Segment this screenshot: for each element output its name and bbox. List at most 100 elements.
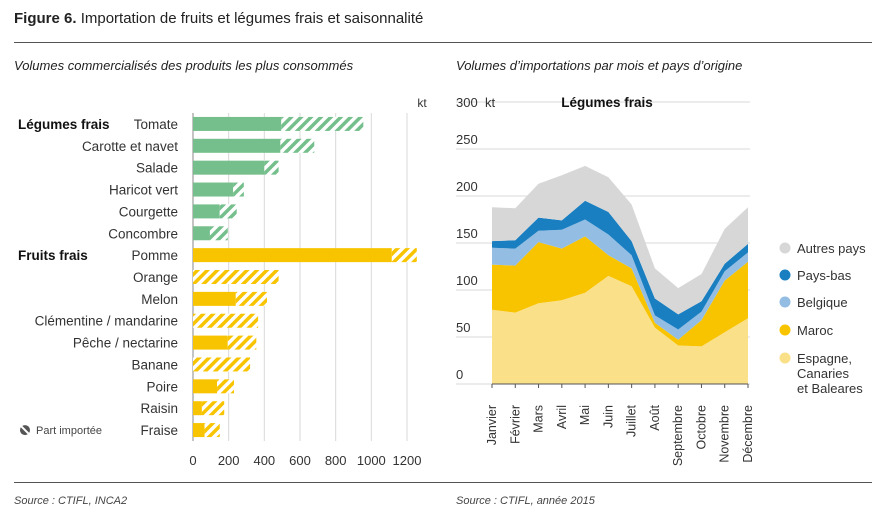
category-label: Haricot vert xyxy=(109,183,178,198)
y-tick-label: 50 xyxy=(456,320,470,335)
figure-title-text: Importation de fruits et légumes frais e… xyxy=(80,10,424,27)
y-tick-label: 150 xyxy=(456,226,478,241)
bar-imported xyxy=(204,423,220,438)
x-tick-label: Décembre xyxy=(741,405,755,463)
bar-domestic xyxy=(193,423,205,438)
y-axis-label: kt xyxy=(485,95,496,110)
x-unit-label: kt xyxy=(417,96,427,110)
bar-domestic xyxy=(193,226,210,241)
x-tick-label: Juin xyxy=(601,405,615,428)
bar-imported xyxy=(391,248,417,263)
y-tick-label: 300 xyxy=(456,95,478,110)
category-label: Pomme xyxy=(131,248,178,263)
bar-imported xyxy=(193,357,251,372)
legend-hatch-stripe xyxy=(20,425,30,435)
chart-title: Légumes frais xyxy=(561,95,653,110)
legend-swatch xyxy=(779,324,791,336)
horizontal-bar-chart: 0 200 400 600 800 1000 1200 kt Tomate Légumes fra… xyxy=(18,96,427,468)
legend-swatch xyxy=(779,352,791,364)
area-autres xyxy=(492,165,748,315)
category-label: Fraise xyxy=(140,423,178,438)
category-label: Clémentine / mandarine xyxy=(35,314,178,329)
y-tick-label: 200 xyxy=(456,179,478,194)
x-tick-label: 1200 xyxy=(393,453,422,468)
bar-domestic xyxy=(193,204,220,219)
x-tick-label: Novembre xyxy=(718,405,732,463)
bar-imported xyxy=(264,160,279,175)
legend-label: Part importée xyxy=(36,425,102,437)
top-rule xyxy=(14,42,872,43)
bar-imported xyxy=(209,226,228,241)
x-tick-label: 600 xyxy=(289,453,311,468)
x-tick-label: Avril xyxy=(555,405,569,429)
figure-title: Figure 6. Importation de fruits et légum… xyxy=(14,10,423,27)
x-tick-label: Février xyxy=(508,405,522,444)
x-tick-label: Septembre xyxy=(671,405,685,466)
x-tick-label: Juillet xyxy=(625,404,639,436)
category-label: Salade xyxy=(136,161,178,176)
x-tick-label: 1000 xyxy=(357,453,386,468)
bar-imported xyxy=(227,335,257,350)
x-tick-label: 400 xyxy=(253,453,275,468)
bar-domestic xyxy=(193,138,281,153)
bar-domestic xyxy=(193,379,218,394)
left-source: Source : CTIFL, INCA2 xyxy=(14,495,128,507)
bar-imported xyxy=(281,116,364,131)
bar-imported xyxy=(193,313,259,328)
category-label: Banane xyxy=(131,357,178,372)
x-tick-label: Janvier xyxy=(485,405,499,445)
category-label: Courgette xyxy=(119,204,178,219)
bar-imported xyxy=(219,204,237,219)
legend-label: Autres pays xyxy=(797,241,866,256)
bar-imported xyxy=(201,401,225,416)
bar-domestic xyxy=(193,182,234,197)
figure-number: Figure 6. xyxy=(14,10,77,27)
legend-label: Belgique xyxy=(797,295,848,310)
legend-label: Maroc xyxy=(797,323,834,338)
bar-imported xyxy=(233,182,244,197)
area-espagne xyxy=(492,275,748,384)
right-source: Source : CTIFL, année 2015 xyxy=(456,495,595,507)
bar-domestic xyxy=(193,116,282,131)
stacked-area-chart: 0 50 100 150 200 250 300 kt Légumes frais Janvier… xyxy=(456,95,866,466)
bar-domestic xyxy=(193,335,228,350)
y-tick-label: 0 xyxy=(456,367,463,382)
bar-domestic xyxy=(193,291,236,306)
x-tick-label: Octobre xyxy=(694,405,708,450)
left-subtitle: Volumes commercialisés des produits les … xyxy=(14,58,354,73)
bar-domestic xyxy=(193,248,392,263)
x-tick-label: Mai xyxy=(578,405,592,425)
y-tick-label: 250 xyxy=(456,132,478,147)
category-label: Pêche / nectarine xyxy=(73,336,178,351)
category-label: Carotte et navet xyxy=(82,139,178,154)
legend-label: Espagne, Canaries et Baleares xyxy=(797,351,863,396)
bar-imported xyxy=(235,291,268,306)
area-maroc xyxy=(492,236,748,347)
category-label: Melon xyxy=(141,292,178,307)
bar-imported xyxy=(193,270,279,284)
category-label: Concombre xyxy=(108,226,178,241)
bar-domestic xyxy=(193,401,202,416)
x-tick-label: 200 xyxy=(218,453,240,468)
x-tick-label: Mars xyxy=(532,405,546,433)
group-label: Fruits frais xyxy=(18,248,88,263)
category-label: Tomate xyxy=(134,117,178,132)
legend-swatch xyxy=(779,269,791,281)
right-subtitle: Volumes d’importations par mois et pays … xyxy=(456,58,743,73)
legend-swatch xyxy=(779,242,791,254)
bar-domestic xyxy=(193,160,265,175)
legend-swatch xyxy=(779,296,791,308)
x-tick-label: 800 xyxy=(325,453,347,468)
bottom-rule xyxy=(14,482,872,483)
bar-imported xyxy=(217,379,235,394)
group-label: Légumes frais xyxy=(18,117,110,132)
category-label: Raisin xyxy=(140,401,178,416)
y-tick-label: 100 xyxy=(456,273,478,288)
bar-imported xyxy=(280,138,315,153)
x-tick-label: 0 xyxy=(189,453,196,468)
legend-label: Pays-bas xyxy=(797,268,852,283)
category-label: Poire xyxy=(146,379,178,394)
category-label: Orange xyxy=(133,270,178,285)
x-tick-label: Août xyxy=(648,404,662,430)
